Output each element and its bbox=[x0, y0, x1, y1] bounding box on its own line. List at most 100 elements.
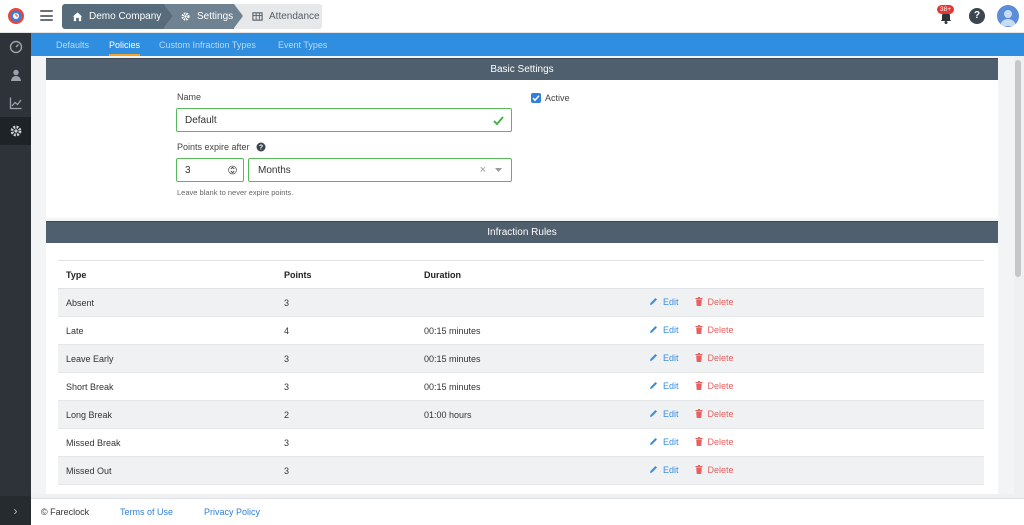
tab-policies[interactable]: Policies bbox=[109, 33, 141, 56]
sidebar: › bbox=[0, 33, 31, 525]
edit-button[interactable]: Edit bbox=[649, 437, 679, 447]
edit-button[interactable]: Edit bbox=[649, 381, 679, 391]
edit-label: Edit bbox=[663, 436, 679, 447]
cell-type: Missed Out bbox=[58, 456, 276, 485]
cell-duration bbox=[416, 456, 643, 485]
table-row: Missed Break 3 Edit Delete bbox=[58, 428, 984, 457]
name-input[interactable]: Default bbox=[176, 108, 512, 132]
edit-label: Edit bbox=[663, 296, 679, 307]
chart-line-icon bbox=[9, 97, 22, 110]
table-row: Short Break 3 00:15 minutes Edit Delete bbox=[58, 372, 984, 401]
active-label: Active bbox=[545, 93, 570, 103]
trash-icon bbox=[695, 437, 703, 447]
help-button[interactable]: ? bbox=[969, 8, 985, 24]
scrollbar[interactable] bbox=[1015, 60, 1021, 277]
sidebar-dashboard[interactable] bbox=[0, 33, 31, 61]
cell-type: Leave Early bbox=[58, 344, 276, 373]
cell-actions: Edit Delete bbox=[643, 316, 984, 345]
delete-button[interactable]: Delete bbox=[695, 437, 734, 447]
breadcrumb-settings[interactable]: Settings bbox=[164, 4, 243, 29]
breadcrumb-company-label: Demo Company bbox=[89, 11, 162, 22]
tab-defaults[interactable]: Defaults bbox=[56, 40, 90, 50]
breadcrumb: Demo Company Settings Attendance bbox=[62, 4, 322, 29]
delete-button[interactable]: Delete bbox=[695, 409, 734, 419]
basic-settings-panel: Basic Settings Name Default Active Point… bbox=[46, 58, 998, 218]
fareclock-logo-icon[interactable] bbox=[7, 7, 25, 25]
edit-label: Edit bbox=[663, 352, 679, 363]
delete-label: Delete bbox=[707, 352, 734, 363]
cell-type: Short Break bbox=[58, 372, 276, 401]
cell-points: 2 bbox=[276, 400, 416, 429]
cell-type: Absent bbox=[58, 288, 276, 317]
delete-label: Delete bbox=[707, 324, 734, 335]
delete-label: Delete bbox=[707, 380, 734, 391]
gear-icon bbox=[181, 12, 190, 21]
edit-button[interactable]: Edit bbox=[649, 409, 679, 419]
sidebar-reports[interactable] bbox=[0, 89, 31, 117]
name-label: Name bbox=[177, 92, 202, 102]
table-body: Absent 3 Edit Delete Late 4 00:15 minutes Edit D… bbox=[58, 288, 984, 485]
settings-subnav: Defaults Policies Custom Infraction Type… bbox=[31, 33, 1024, 56]
checkmark-icon bbox=[532, 95, 540, 102]
edit-button[interactable]: Edit bbox=[649, 297, 679, 307]
delete-button[interactable]: Delete bbox=[695, 353, 734, 363]
edit-label: Edit bbox=[663, 380, 679, 391]
edit-button[interactable]: Edit bbox=[649, 465, 679, 475]
sidebar-expand-button[interactable]: › bbox=[0, 496, 31, 525]
delete-label: Delete bbox=[707, 464, 734, 475]
trash-icon bbox=[695, 465, 703, 475]
edit-label: Edit bbox=[663, 408, 679, 419]
delete-button[interactable]: Delete bbox=[695, 297, 734, 307]
cell-type: Long Break bbox=[58, 400, 276, 429]
breadcrumb-company[interactable]: Demo Company bbox=[62, 4, 173, 29]
infraction-rules-panel: Infraction Rules Type Points Duration Ab… bbox=[46, 221, 998, 494]
trash-icon bbox=[695, 381, 703, 391]
edit-label: Edit bbox=[663, 324, 679, 335]
home-icon bbox=[72, 12, 83, 22]
column-duration: Duration bbox=[416, 260, 643, 289]
expire-label: Points expire after bbox=[177, 142, 250, 152]
user-avatar-icon bbox=[1000, 10, 1016, 26]
tab-event-types[interactable]: Event Types bbox=[278, 40, 328, 50]
tab-custom-infraction-types[interactable]: Custom Infraction Types bbox=[159, 40, 256, 50]
cell-duration: 00:15 minutes bbox=[416, 316, 643, 345]
copyright: © Fareclock bbox=[41, 507, 90, 517]
delete-button[interactable]: Delete bbox=[695, 465, 734, 475]
users-icon bbox=[10, 69, 21, 81]
sidebar-employees[interactable] bbox=[0, 61, 31, 89]
question-circle-icon[interactable]: ? bbox=[256, 142, 266, 152]
check-icon bbox=[493, 116, 504, 126]
cell-type: Missed Break bbox=[58, 428, 276, 457]
expire-unit-select[interactable]: Months × bbox=[248, 158, 512, 182]
sidebar-settings[interactable] bbox=[0, 117, 31, 145]
terms-link[interactable]: Terms of Use bbox=[120, 507, 174, 517]
expire-number-input[interactable]: 3 bbox=[176, 158, 244, 182]
active-checkbox[interactable] bbox=[531, 93, 541, 103]
cell-actions: Edit Delete bbox=[643, 288, 984, 317]
cell-points: 3 bbox=[276, 456, 416, 485]
edit-label: Edit bbox=[663, 464, 679, 475]
clear-icon[interactable]: × bbox=[479, 164, 486, 176]
edit-button[interactable]: Edit bbox=[649, 325, 679, 335]
cell-duration: 01:00 hours bbox=[416, 400, 643, 429]
infraction-rules-table: Type Points Duration Absent 3 Edit Delete La… bbox=[58, 260, 984, 485]
breadcrumb-attendance-label: Attendance bbox=[269, 11, 320, 22]
avatar[interactable] bbox=[997, 5, 1019, 27]
edit-button[interactable]: Edit bbox=[649, 353, 679, 363]
cell-actions: Edit Delete bbox=[643, 372, 984, 401]
delete-button[interactable]: Delete bbox=[695, 381, 734, 391]
bell-icon[interactable] bbox=[938, 9, 954, 25]
caret-down-icon[interactable] bbox=[495, 168, 502, 173]
expire-value: 3 bbox=[185, 165, 191, 176]
menu-toggle-icon[interactable] bbox=[40, 10, 53, 21]
trash-icon bbox=[695, 325, 703, 335]
spinner-icon[interactable] bbox=[228, 164, 237, 176]
table-row: Missed Out 3 Edit Delete bbox=[58, 456, 984, 485]
privacy-link[interactable]: Privacy Policy bbox=[204, 507, 261, 517]
cell-type: Late bbox=[58, 316, 276, 345]
cell-duration: 00:15 minutes bbox=[416, 372, 643, 401]
delete-button[interactable]: Delete bbox=[695, 325, 734, 335]
column-type: Type bbox=[58, 260, 276, 289]
pencil-icon bbox=[650, 382, 657, 390]
table-row: Long Break 2 01:00 hours Edit Delete bbox=[58, 400, 984, 429]
